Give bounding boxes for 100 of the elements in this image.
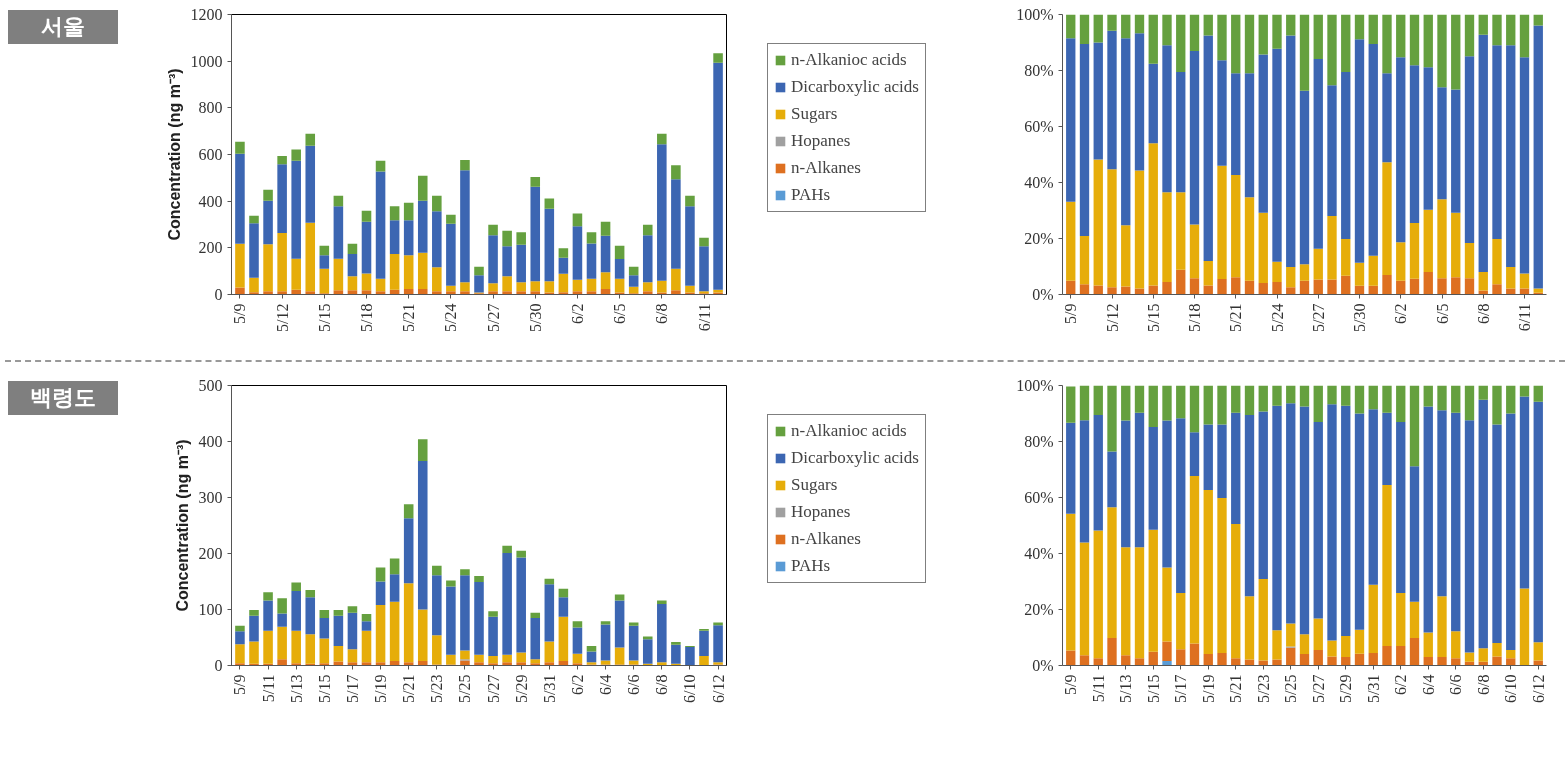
legend-label: PAHs xyxy=(791,556,831,576)
x-tick-label: 5/13 xyxy=(287,674,305,703)
x-tick-label: 6/4 xyxy=(597,674,615,695)
x-tick-label: 6/8 xyxy=(653,674,671,695)
y-tick-label: 100 xyxy=(198,601,223,618)
x-tick-label: 5/21 xyxy=(1227,303,1245,332)
x-tick-label: 5/15 xyxy=(1144,303,1162,332)
x-tick-label: 5/18 xyxy=(1186,303,1203,332)
x-tick-label: 6/12 xyxy=(709,674,727,703)
x-tick-label: 5/11 xyxy=(259,674,277,703)
x-tick-label: 5/29 xyxy=(512,674,530,703)
y-tick-label: 0 xyxy=(214,657,223,674)
y-tick-label: 400 xyxy=(198,433,223,450)
x-tick-label: 6/10 xyxy=(681,674,699,703)
x-tick-label: 6/8 xyxy=(1474,674,1492,695)
y-tick-label: 500 xyxy=(198,377,223,394)
y-tick-label: 0% xyxy=(1032,286,1054,303)
y-tick-label: 0% xyxy=(1032,657,1054,674)
y-tick-label: 300 xyxy=(198,489,223,506)
legend-label: n-Alkanioc acids xyxy=(791,50,907,70)
x-tick-label: 6/4 xyxy=(1419,674,1437,695)
x-tick-label: 5/27 xyxy=(484,674,502,703)
y-axis-title: Concentration (ng m⁻³) xyxy=(165,68,183,241)
legend-label: Hopanes xyxy=(791,502,851,522)
legend-label: n-Alkanes xyxy=(791,529,861,549)
x-tick-label: 6/10 xyxy=(1502,674,1520,703)
x-tick-label: 5/23 xyxy=(428,674,446,703)
y-tick-label: 20% xyxy=(1024,230,1054,247)
x-tick-label: 5/31 xyxy=(540,674,558,703)
x-tick-label: 6/2 xyxy=(568,674,586,695)
y-tick-label: 400 xyxy=(198,192,223,210)
x-tick-label: 5/9 xyxy=(231,303,249,324)
x-tick-label: 5/23 xyxy=(1254,674,1272,703)
x-tick-label: 5/27 xyxy=(484,303,502,332)
legend-label: n-Alkanioc acids xyxy=(791,421,907,441)
chart-title: 서울 xyxy=(41,13,85,41)
x-tick-label: 5/17 xyxy=(343,674,361,703)
x-tick-label: 5/30 xyxy=(526,303,544,332)
y-tick-label: 40% xyxy=(1024,545,1054,562)
y-tick-label: 100% xyxy=(1016,6,1054,23)
x-tick-label: 5/9 xyxy=(1062,303,1080,324)
x-tick-label: 5/25 xyxy=(1282,674,1300,703)
y-tick-label: 60% xyxy=(1024,118,1054,135)
x-tick-label: 6/12 xyxy=(1529,674,1547,703)
x-tick-label: 5/21 xyxy=(1227,674,1245,703)
y-tick-label: 1000 xyxy=(190,52,223,70)
x-tick-label: 5/21 xyxy=(400,303,418,332)
chart-title: 백령도 xyxy=(30,384,96,412)
x-tick-label: 5/9 xyxy=(231,674,249,695)
legend-label: Sugars xyxy=(791,104,838,124)
y-tick-label: 200 xyxy=(198,545,223,562)
y-tick-label: 800 xyxy=(198,99,223,117)
x-tick-label: 5/11 xyxy=(1089,674,1107,703)
x-tick-label: 5/12 xyxy=(1103,303,1121,332)
x-tick-label: 5/9 xyxy=(1062,674,1080,695)
x-tick-label: 6/6 xyxy=(1447,674,1465,695)
x-tick-label: 5/15 xyxy=(315,674,333,703)
x-tick-label: 5/19 xyxy=(372,674,390,703)
y-tick-label: 100% xyxy=(1016,377,1054,394)
y-tick-label: 80% xyxy=(1024,62,1054,79)
y-axis-title: Concentration (ng m⁻³) xyxy=(173,439,191,612)
x-tick-label: 5/12 xyxy=(273,303,291,332)
legend-label: Hopanes xyxy=(791,131,851,151)
legend-label: Dicarboxylic acids xyxy=(791,448,919,468)
x-tick-label: 5/27 xyxy=(1309,303,1327,332)
x-tick-label: 5/17 xyxy=(1172,674,1190,703)
x-tick-label: 6/2 xyxy=(568,303,586,324)
y-tick-label: 80% xyxy=(1024,433,1054,450)
x-tick-label: 5/15 xyxy=(315,303,333,332)
legend-label: PAHs xyxy=(791,185,831,205)
y-tick-label: 0 xyxy=(214,286,223,303)
x-tick-label: 5/13 xyxy=(1117,674,1135,703)
legend-label: Dicarboxylic acids xyxy=(791,77,919,97)
y-tick-label: 600 xyxy=(198,146,223,163)
x-tick-label: 5/27 xyxy=(1309,674,1327,703)
x-tick-label: 5/24 xyxy=(1268,303,1286,332)
x-tick-label: 6/11 xyxy=(695,303,713,332)
legend-label: Sugars xyxy=(791,475,838,495)
x-tick-label: 6/8 xyxy=(1474,303,1492,324)
y-tick-label: 60% xyxy=(1024,489,1054,506)
y-tick-label: 40% xyxy=(1024,174,1054,191)
x-tick-label: 6/2 xyxy=(1392,674,1410,695)
x-tick-label: 5/31 xyxy=(1364,674,1382,703)
x-tick-label: 5/18 xyxy=(358,303,375,332)
x-tick-label: 6/6 xyxy=(625,674,643,695)
y-tick-label: 200 xyxy=(198,239,223,257)
x-tick-label: 5/30 xyxy=(1351,303,1368,332)
x-tick-label: 6/2 xyxy=(1392,303,1410,324)
x-tick-label: 5/29 xyxy=(1337,674,1355,703)
legend-label: n-Alkanes xyxy=(791,158,861,178)
x-tick-label: 5/25 xyxy=(456,674,474,703)
x-tick-label: 5/19 xyxy=(1199,674,1217,703)
x-tick-label: 6/5 xyxy=(1433,303,1451,324)
y-tick-label: 20% xyxy=(1024,601,1054,618)
x-tick-label: 5/21 xyxy=(400,674,418,703)
x-tick-label: 6/8 xyxy=(653,303,671,324)
x-tick-label: 5/24 xyxy=(442,303,460,332)
x-tick-label: 5/15 xyxy=(1144,674,1162,703)
x-tick-label: 6/11 xyxy=(1516,303,1533,332)
y-tick-label: 1200 xyxy=(190,6,223,23)
